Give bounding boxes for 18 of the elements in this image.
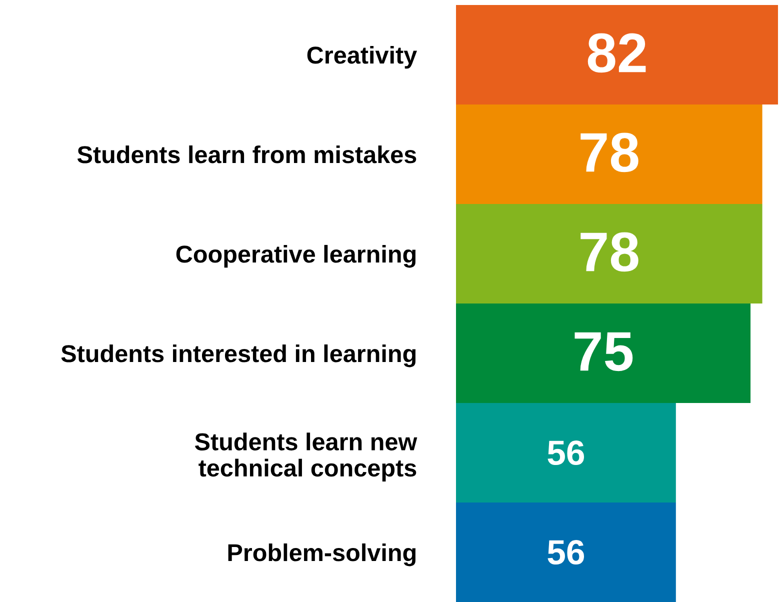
y-tick-label: Students learn new technical concepts — [194, 432, 418, 482]
y-tick-label: Creativity — [307, 46, 417, 69]
y-tick-label: Problem-solving — [228, 543, 416, 566]
data-label: 56 — [548, 440, 584, 466]
data-label: 56 — [548, 540, 584, 565]
y-tick-label: Cooperative learning — [176, 244, 416, 268]
bar — [456, 502, 676, 602]
bar — [456, 204, 762, 304]
bar — [456, 5, 778, 104]
data-label: 78 — [580, 232, 638, 272]
y-tick-label: Students interested in learning — [61, 344, 416, 368]
bar — [456, 304, 751, 403]
bar — [456, 403, 676, 502]
data-label: 78 — [580, 132, 638, 172]
y-tick-label: Students learn from mistakes — [77, 145, 416, 164]
data-label: 82 — [588, 33, 646, 73]
bar — [456, 104, 762, 204]
data-label: 75 — [574, 332, 633, 372]
